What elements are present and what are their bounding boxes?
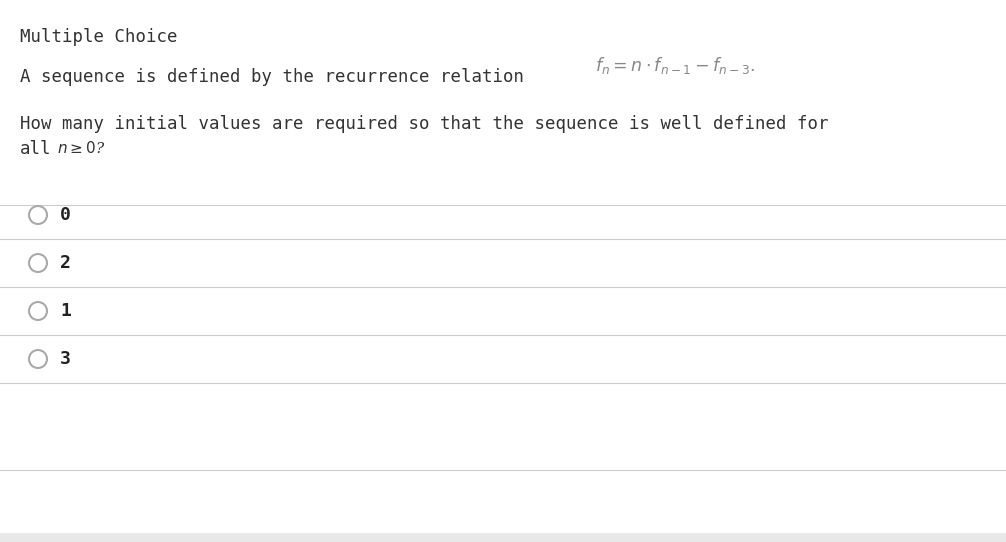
Text: 2: 2: [60, 254, 70, 272]
Text: all: all: [20, 140, 51, 158]
Text: 3: 3: [60, 350, 70, 368]
Text: 1: 1: [60, 302, 70, 320]
Text: How many initial values are required so that the sequence is well defined for: How many initial values are required so …: [20, 115, 829, 133]
Text: $f_n=n \cdot f_{n-1}-f_{n-3}$.: $f_n=n \cdot f_{n-1}-f_{n-3}$.: [595, 55, 756, 76]
Text: 0: 0: [60, 206, 70, 224]
Text: $n \geq 0$?: $n \geq 0$?: [57, 140, 106, 156]
Text: A sequence is defined by the recurrence relation: A sequence is defined by the recurrence …: [20, 68, 524, 86]
Text: Multiple Choice: Multiple Choice: [20, 28, 177, 46]
Bar: [0, 534, 1006, 542]
